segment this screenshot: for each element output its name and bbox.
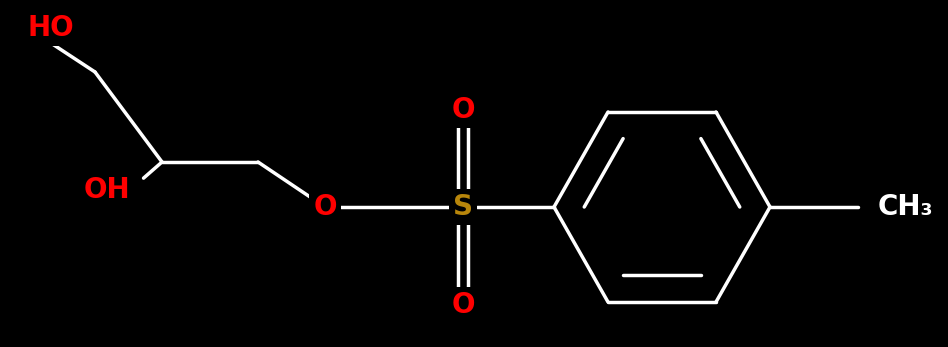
Text: S: S xyxy=(453,193,473,221)
Text: HO: HO xyxy=(28,14,75,42)
Text: O: O xyxy=(451,291,475,319)
Text: O: O xyxy=(313,193,337,221)
Text: O: O xyxy=(451,96,475,124)
Text: CH₃: CH₃ xyxy=(878,193,934,221)
Text: OH: OH xyxy=(83,176,130,204)
